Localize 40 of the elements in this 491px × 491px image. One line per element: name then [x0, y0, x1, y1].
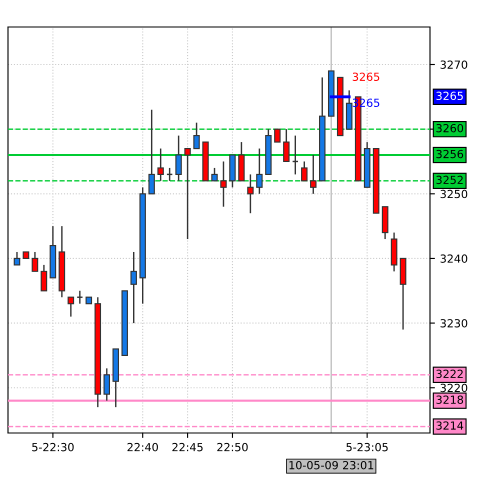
y-tick-label: 3270: [440, 60, 468, 69]
candlestick: [256, 148, 263, 194]
candlestick: [166, 167, 174, 182]
x-tick-label: 22:40: [127, 442, 158, 452]
candlestick: [32, 251, 38, 272]
candlestick: [211, 167, 218, 182]
candlestick: [283, 128, 290, 162]
candlestick: [148, 109, 155, 194]
ref-line-label: 3256: [436, 150, 464, 158]
ref-line-label: 3260: [436, 124, 464, 132]
candlestick: [76, 290, 84, 304]
candlestick: [40, 264, 48, 292]
ref-line-label: 3218: [436, 395, 464, 404]
ref-line-label: 3222: [436, 370, 463, 378]
candlestick: [274, 128, 281, 143]
text: 3265: [436, 92, 463, 100]
y-tick-label: 3250: [440, 190, 468, 198]
candlestick: [130, 251, 137, 324]
candlestick: [68, 296, 74, 318]
candlestick: [184, 148, 191, 240]
candlestick: [220, 160, 227, 208]
candlestick: [14, 251, 20, 266]
x-tick-label: 5-22:30: [32, 442, 74, 452]
candlestick: [104, 368, 110, 402]
candlestick: [175, 134, 182, 182]
candlestick: [310, 154, 317, 194]
candlestick: [301, 160, 308, 182]
candlestick: [247, 174, 254, 214]
y-tick-label: 3230: [440, 319, 468, 328]
candlestick: [193, 122, 200, 150]
ref-line-label: 3214: [436, 421, 464, 430]
candlestick: [157, 148, 164, 182]
annotation: 3265: [352, 72, 380, 81]
x-tick-label: 22:45: [172, 442, 203, 452]
ref-line-label: 3252: [436, 176, 463, 184]
y-tick-label: 3220: [440, 384, 468, 392]
ref-line-label: 10-05-09 23:01: [289, 460, 374, 470]
x-tick-label: 22:50: [217, 442, 248, 452]
y-tick-label: 3240: [440, 254, 468, 263]
x-tick-label: 5-23:05: [346, 442, 388, 452]
